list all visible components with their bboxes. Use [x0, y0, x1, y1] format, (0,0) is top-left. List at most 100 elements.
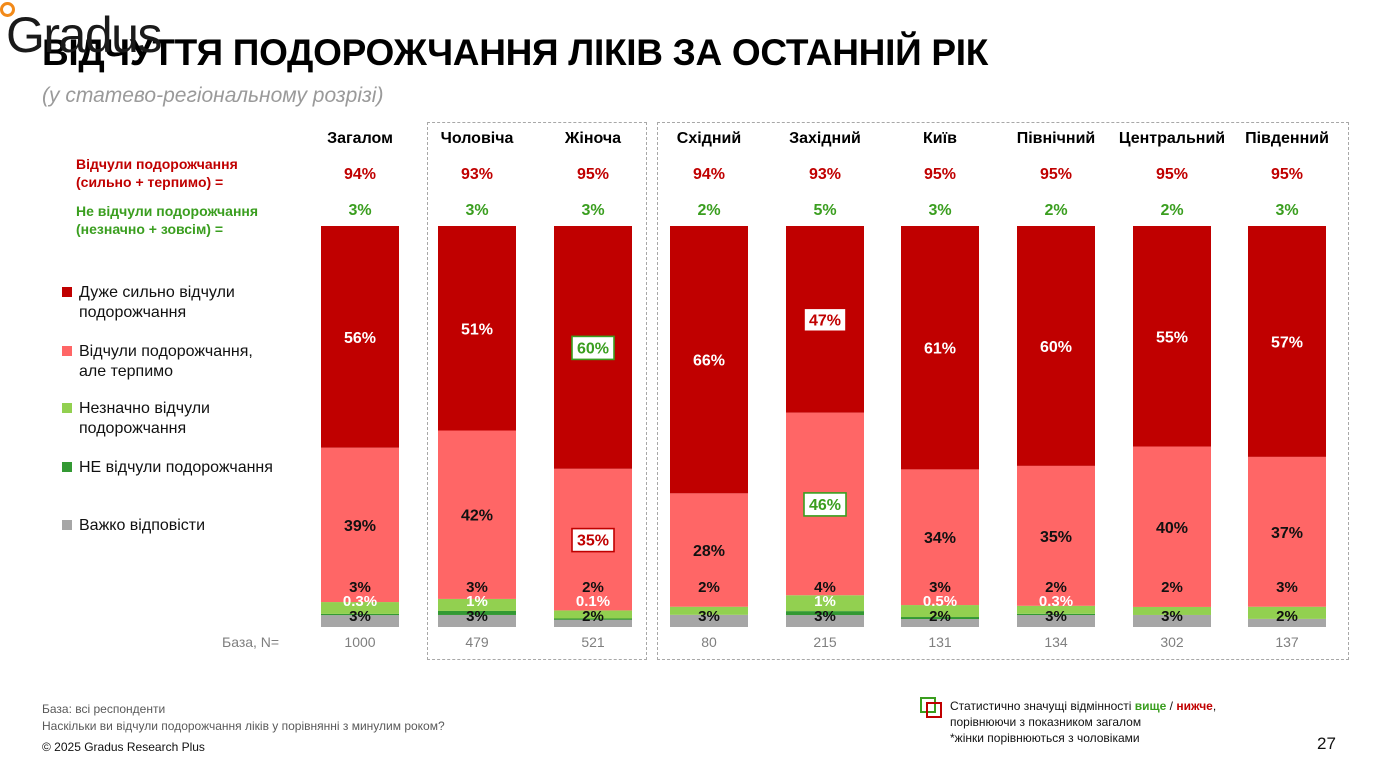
page-title: ВІДЧУТТЯ ПОДОРОЖЧАННЯ ЛІКІВ ЗА ОСТАННІЙ … [42, 32, 988, 73]
bar-segment [1133, 446, 1211, 607]
bar-segment [438, 226, 516, 431]
bar-segment [321, 615, 399, 627]
bar-small-value-label: 3% [1276, 579, 1298, 596]
base-n-value: 1000 [344, 634, 376, 650]
page-number: 27 [1317, 734, 1336, 753]
footer-copyright: © 2025 Gradus Research Plus [42, 740, 205, 754]
bar-value-label: 47% [809, 312, 841, 329]
bar-segment [901, 469, 979, 606]
logo-text: Gradus [6, 7, 162, 63]
bar-value-label: 57% [1271, 334, 1303, 351]
base-n-value: 137 [1275, 634, 1299, 650]
bar-value-label: 55% [1156, 329, 1188, 346]
legend-label: Важко відповісти [79, 517, 206, 534]
bar-value-label: 40% [1156, 520, 1188, 537]
bar-small-value-label: 2% [582, 579, 604, 596]
not-felt-total-value: 3% [465, 202, 489, 219]
bar-segment [554, 618, 632, 627]
category-label: Загалом [327, 130, 393, 147]
bar-value-label: 39% [344, 518, 376, 535]
bar-small-value-label: 3% [349, 579, 371, 596]
not-felt-total-value: 2% [697, 202, 721, 219]
legend-label: але терпимо [79, 363, 174, 380]
bar-value-label: 46% [809, 497, 841, 514]
sig-comma: , [1212, 699, 1217, 713]
bar-segment [786, 595, 864, 612]
bar-segment [670, 493, 748, 607]
bar-value-label: 35% [1040, 529, 1072, 546]
bar-small-value-label: 3% [929, 579, 951, 596]
felt-summary-label-line2: (сильно + терпимо) = [76, 174, 224, 190]
bar-segment [901, 226, 979, 470]
bar-segment [321, 226, 399, 448]
legend-label: подорожчання [79, 420, 187, 437]
legend-label: Відчули подорожчання, [79, 343, 253, 360]
felt-total-value: 95% [1155, 166, 1189, 183]
bar-small-value-label: 0.5% [923, 593, 957, 610]
bar-small-value-label: 3% [698, 608, 720, 625]
bar-segment [1017, 613, 1095, 616]
gradus-logo: Gradus [0, 0, 190, 63]
base-n-value: 302 [1160, 634, 1184, 650]
not-felt-total-value: 5% [813, 202, 837, 219]
bar-value-label: 60% [577, 340, 609, 357]
bar-segment [1248, 618, 1326, 627]
bar-segment [901, 617, 979, 620]
bar-value-label: 34% [924, 530, 956, 547]
not-felt-total-value: 2% [1044, 202, 1068, 219]
sig-separator: / [1166, 699, 1177, 713]
significance-box [803, 492, 847, 517]
not-felt-total-value: 3% [581, 202, 605, 219]
bar-small-value-label: 3% [466, 608, 488, 625]
bar-value-label: 42% [461, 508, 493, 525]
not-felt-summary-label: Не відчули подорожчання (незначно + зовс… [76, 202, 258, 238]
category-label: Центральний [1118, 130, 1226, 147]
sig-text: Статистично значущі відмінності [950, 699, 1135, 713]
bar-segment [786, 615, 864, 627]
base-n-value: 80 [701, 634, 717, 650]
significance-box [803, 307, 847, 333]
bar-small-value-label: 1% [466, 593, 488, 610]
bar-segment [1248, 456, 1326, 607]
felt-summary-label: Відчули подорожчання (сильно + терпимо) … [76, 155, 238, 191]
bar-small-value-label: 3% [1161, 608, 1183, 625]
bar-small-value-label: 3% [1045, 608, 1067, 625]
bar-segment [670, 606, 748, 615]
not-felt-total-value: 2% [1160, 202, 1184, 219]
felt-total-value: 94% [692, 166, 726, 183]
bar-small-value-label: 0.1% [576, 593, 610, 610]
legend-swatch-hard-to-say [62, 520, 72, 530]
category-label: Київ [923, 130, 957, 147]
not-felt-total-value: 3% [1275, 202, 1299, 219]
felt-total-value: 95% [1270, 166, 1304, 183]
legend-swatch-slight [62, 403, 72, 413]
significance-box [571, 527, 615, 553]
bar-segment [438, 430, 516, 599]
page-subtitle: (у статево-регіональному розрізі) [42, 84, 384, 107]
bar-segment [786, 611, 864, 616]
bar-segment [438, 610, 516, 615]
category-label: Східний [676, 130, 742, 147]
sig-higher: вище [1134, 699, 1167, 713]
bar-small-value-label: 3% [349, 608, 371, 625]
logo-dot-icon [0, 2, 15, 17]
bar-segment [1017, 615, 1095, 627]
legend-swatch-very-strong [62, 287, 72, 297]
legend-label: Незначно відчули [79, 400, 210, 417]
felt-summary-label-line1: Відчули подорожчання [76, 156, 238, 172]
legend-label: подорожчання [79, 304, 187, 321]
sig-text-2: порівнюючи з показником загалом [950, 715, 1142, 729]
category-label: Чоловіча [440, 130, 514, 147]
bar-segment [438, 614, 516, 627]
bar-segment [901, 605, 979, 618]
gender-group-box [427, 122, 647, 660]
sig-lower: нижче [1176, 699, 1213, 713]
bar-value-label: 28% [693, 543, 725, 560]
felt-total-value: 94% [343, 166, 377, 183]
base-n-label: База, N= [222, 634, 280, 650]
bar-value-label: 60% [1040, 339, 1072, 356]
not-felt-total-value: 3% [348, 202, 372, 219]
bar-segment [1017, 465, 1095, 606]
base-n-value: 479 [465, 634, 489, 650]
bar-value-label: 35% [577, 533, 609, 550]
